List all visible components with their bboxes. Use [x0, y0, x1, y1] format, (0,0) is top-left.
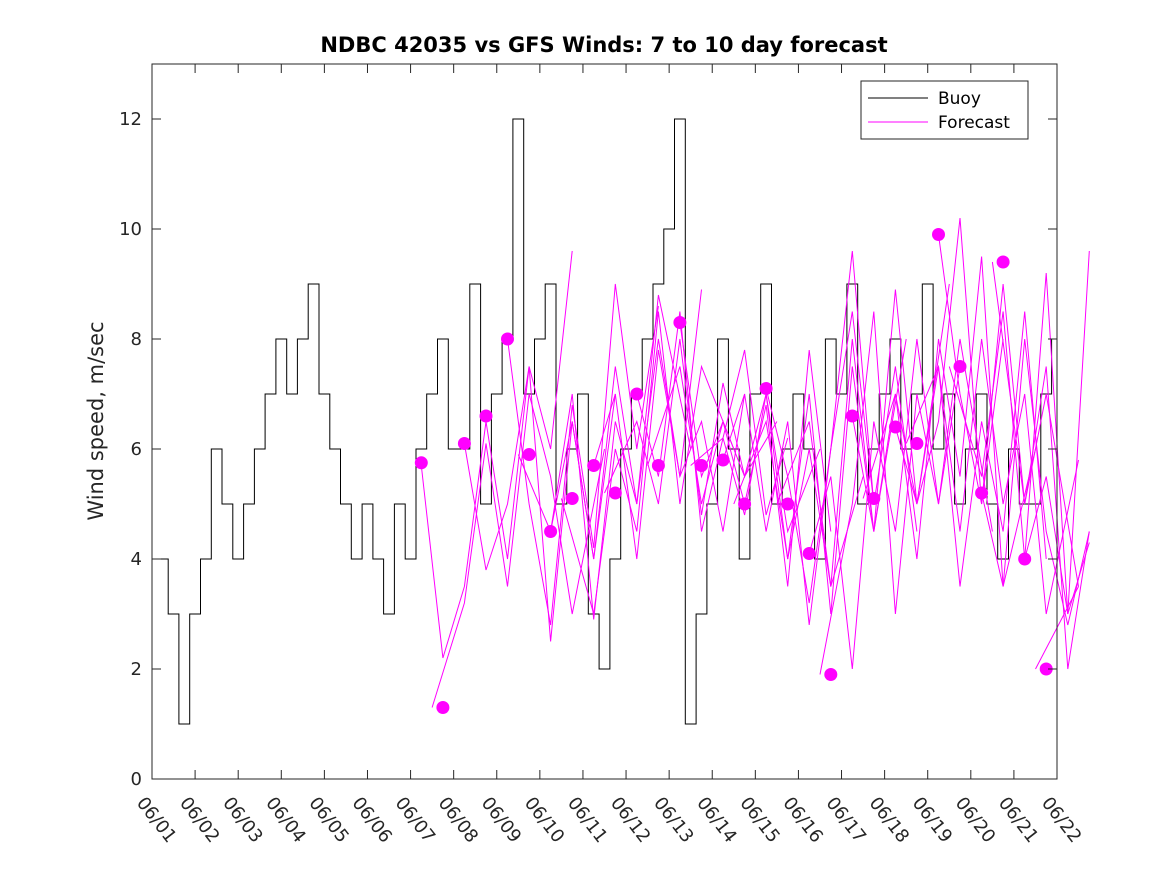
forecast-line-8 — [593, 349, 746, 560]
forecast-marker — [1018, 552, 1032, 566]
legend-box — [860, 80, 1029, 140]
forecast-marker — [587, 459, 601, 472]
forecast-marker — [457, 437, 471, 450]
y-tick-label: 4 — [131, 549, 142, 570]
y-tick-label: 10 — [119, 219, 142, 240]
forecast-marker — [501, 332, 514, 346]
forecast-marker — [414, 456, 428, 470]
forecast-marker — [608, 486, 622, 500]
forecast-marker — [759, 382, 773, 395]
y-tick-label: 6 — [131, 439, 142, 460]
forecast-line-2 — [431, 393, 605, 708]
forecast-marker — [436, 701, 450, 714]
forecast-marker — [845, 409, 859, 423]
forecast-line-1 — [420, 250, 573, 659]
forecast-marker — [824, 668, 838, 681]
forecast-marker — [1039, 662, 1053, 676]
forecast-marker — [673, 316, 687, 329]
y-tick-label: 12 — [119, 109, 142, 130]
forecast-marker — [802, 547, 816, 560]
y-tick-label: 8 — [131, 329, 142, 350]
forecast-marker — [716, 453, 730, 467]
forecast-marker — [565, 492, 579, 505]
chart-title: NDBC 42035 vs GFS Winds: 7 to 10 day for… — [320, 33, 887, 57]
forecast-line-21 — [862, 256, 1036, 587]
forecast-line-18 — [808, 338, 961, 670]
forecast-marker — [522, 448, 536, 461]
forecast-marker — [953, 360, 967, 373]
forecast-marker — [738, 497, 752, 511]
forecast-line-23 — [905, 338, 1079, 615]
forecast-line-4 — [507, 283, 659, 626]
forecast-marker — [695, 459, 708, 472]
forecast-line-9 — [604, 338, 778, 516]
y-axis-label: Wind speed, m/sec — [84, 321, 108, 520]
legend-label-forecast: Forecast — [938, 113, 1010, 133]
forecast-marker — [867, 492, 881, 505]
forecast-marker — [996, 255, 1010, 269]
forecast-line-7 — [560, 311, 735, 615]
y-axis: 0 2 4 6 8 10 12 — [119, 109, 1057, 790]
forecast-marker — [910, 437, 924, 450]
forecast-series — [420, 217, 1090, 708]
forecast-marker — [630, 387, 644, 401]
forecast-marker — [651, 459, 665, 472]
forecast-marker — [479, 409, 493, 423]
forecast-line-27 — [991, 261, 1079, 587]
forecast-marker — [544, 525, 558, 538]
buoy-series — [157, 118, 1053, 725]
plot-frame — [151, 63, 1058, 780]
forecast-marker — [888, 420, 902, 434]
forecast-line-14 — [722, 311, 875, 626]
forecast-marker — [781, 497, 795, 511]
forecast-line-24 — [938, 234, 1090, 670]
forecast-line-22 — [894, 311, 1047, 587]
forecast-line-20 — [851, 217, 1004, 532]
forecast-marker — [932, 228, 945, 241]
legend-label-buoy: Buoy — [938, 89, 981, 109]
forecast-markers — [414, 228, 1053, 714]
forecast-line-26 — [981, 338, 1090, 626]
forecast-marker — [975, 486, 989, 500]
y-tick-label: 0 — [131, 769, 142, 790]
buoy-line — [157, 118, 1053, 725]
forecast-line-16 — [765, 250, 918, 604]
legend: Buoy Forecast — [860, 80, 1029, 140]
forecast-line-5 — [517, 294, 692, 620]
y-tick-label: 2 — [131, 659, 142, 680]
forecast-line-17 — [776, 283, 950, 587]
forecast-line-10 — [636, 311, 789, 532]
